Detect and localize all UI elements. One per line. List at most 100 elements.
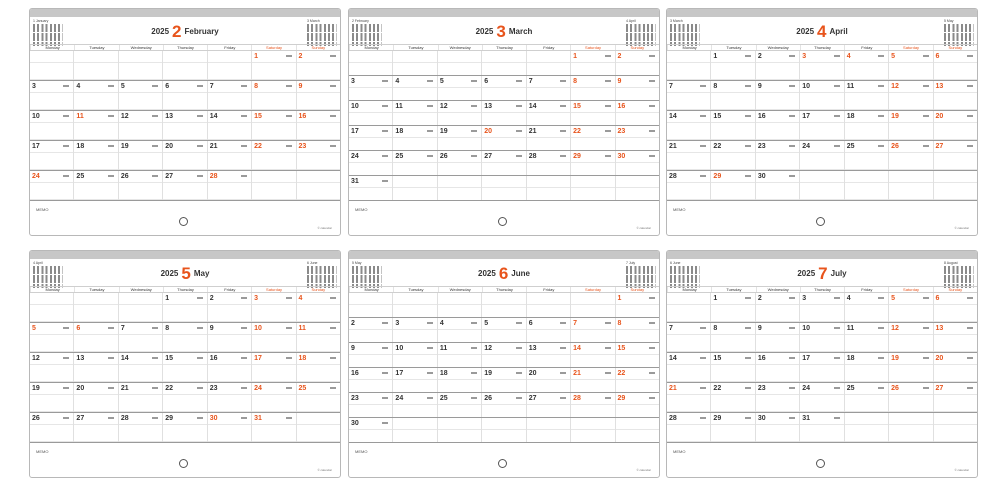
day-cell[interactable]: 14 bbox=[667, 353, 710, 382]
day-cell[interactable] bbox=[117, 51, 162, 80]
day-cell[interactable]: 10 bbox=[251, 323, 295, 352]
day-cell[interactable]: 9 bbox=[295, 81, 340, 110]
day-cell[interactable]: 26 bbox=[436, 151, 481, 175]
day-cell[interactable]: 13 bbox=[932, 323, 977, 352]
day-cell[interactable]: 3 bbox=[251, 293, 295, 322]
day-cell[interactable]: 11 bbox=[843, 81, 888, 110]
day-cell[interactable]: 8 bbox=[710, 81, 754, 110]
day-cell[interactable]: 27 bbox=[162, 171, 206, 200]
day-cell[interactable]: 20 bbox=[525, 368, 570, 392]
day-cell[interactable] bbox=[570, 293, 614, 317]
day-cell[interactable]: 16 bbox=[754, 111, 799, 140]
day-cell[interactable]: 10 bbox=[30, 111, 73, 140]
day-cell[interactable]: 19 bbox=[481, 368, 525, 392]
day-cell[interactable]: 13 bbox=[525, 343, 570, 367]
day-cell[interactable]: 2 bbox=[295, 51, 340, 80]
day-cell[interactable]: 29 bbox=[710, 171, 754, 200]
day-cell[interactable]: 20 bbox=[481, 126, 525, 150]
day-cell[interactable]: 31 bbox=[349, 176, 392, 200]
day-cell[interactable]: 24 bbox=[251, 383, 295, 412]
day-cell[interactable] bbox=[392, 176, 436, 200]
day-cell[interactable]: 28 bbox=[206, 171, 251, 200]
day-cell[interactable] bbox=[481, 51, 525, 75]
day-cell[interactable] bbox=[392, 418, 436, 442]
day-cell[interactable] bbox=[525, 293, 570, 317]
day-cell[interactable]: 1 bbox=[162, 293, 206, 322]
day-cell[interactable]: 6 bbox=[932, 51, 977, 80]
day-cell[interactable]: 24 bbox=[799, 383, 843, 412]
day-cell[interactable]: 4 bbox=[295, 293, 340, 322]
day-cell[interactable] bbox=[525, 51, 570, 75]
day-cell[interactable] bbox=[570, 176, 614, 200]
day-cell[interactable]: 16 bbox=[754, 353, 799, 382]
day-cell[interactable]: 16 bbox=[614, 101, 659, 125]
day-cell[interactable]: 19 bbox=[888, 111, 932, 140]
day-cell[interactable]: 22 bbox=[570, 126, 614, 150]
day-cell[interactable] bbox=[843, 171, 888, 200]
day-cell[interactable]: 5 bbox=[30, 323, 73, 352]
day-cell[interactable]: 8 bbox=[162, 323, 206, 352]
day-cell[interactable]: 26 bbox=[481, 393, 525, 417]
day-cell[interactable] bbox=[932, 171, 977, 200]
day-cell[interactable]: 13 bbox=[73, 353, 117, 382]
day-cell[interactable]: 2 bbox=[754, 293, 799, 322]
day-cell[interactable] bbox=[117, 293, 162, 322]
day-cell[interactable]: 10 bbox=[392, 343, 436, 367]
day-cell[interactable]: 25 bbox=[843, 383, 888, 412]
day-cell[interactable]: 9 bbox=[614, 76, 659, 100]
day-cell[interactable] bbox=[162, 51, 206, 80]
day-cell[interactable]: 18 bbox=[843, 111, 888, 140]
day-cell[interactable]: 7 bbox=[667, 81, 710, 110]
day-cell[interactable]: 2 bbox=[614, 51, 659, 75]
day-cell[interactable]: 2 bbox=[206, 293, 251, 322]
day-cell[interactable]: 6 bbox=[525, 318, 570, 342]
day-cell[interactable] bbox=[843, 413, 888, 442]
day-cell[interactable]: 27 bbox=[73, 413, 117, 442]
day-cell[interactable]: 15 bbox=[162, 353, 206, 382]
day-cell[interactable]: 10 bbox=[799, 323, 843, 352]
day-cell[interactable] bbox=[570, 418, 614, 442]
day-cell[interactable]: 12 bbox=[30, 353, 73, 382]
day-cell[interactable]: 21 bbox=[206, 141, 251, 170]
day-cell[interactable]: 9 bbox=[754, 323, 799, 352]
day-cell[interactable]: 17 bbox=[349, 126, 392, 150]
day-cell[interactable]: 16 bbox=[295, 111, 340, 140]
day-cell[interactable]: 25 bbox=[295, 383, 340, 412]
day-cell[interactable]: 20 bbox=[932, 111, 977, 140]
day-cell[interactable]: 29 bbox=[570, 151, 614, 175]
day-cell[interactable]: 1 bbox=[710, 293, 754, 322]
day-cell[interactable]: 23 bbox=[295, 141, 340, 170]
day-cell[interactable]: 29 bbox=[614, 393, 659, 417]
day-cell[interactable]: 12 bbox=[888, 81, 932, 110]
day-cell[interactable] bbox=[614, 418, 659, 442]
day-cell[interactable]: 24 bbox=[392, 393, 436, 417]
day-cell[interactable]: 31 bbox=[799, 413, 843, 442]
day-cell[interactable]: 24 bbox=[30, 171, 73, 200]
day-cell[interactable]: 9 bbox=[754, 81, 799, 110]
day-cell[interactable] bbox=[932, 413, 977, 442]
day-cell[interactable]: 9 bbox=[206, 323, 251, 352]
day-cell[interactable] bbox=[667, 51, 710, 80]
day-cell[interactable]: 27 bbox=[481, 151, 525, 175]
day-cell[interactable]: 28 bbox=[117, 413, 162, 442]
day-cell[interactable]: 13 bbox=[932, 81, 977, 110]
day-cell[interactable]: 16 bbox=[206, 353, 251, 382]
day-cell[interactable] bbox=[73, 51, 117, 80]
day-cell[interactable] bbox=[73, 293, 117, 322]
day-cell[interactable]: 3 bbox=[799, 51, 843, 80]
day-cell[interactable] bbox=[481, 293, 525, 317]
day-cell[interactable]: 18 bbox=[392, 126, 436, 150]
day-cell[interactable]: 21 bbox=[667, 383, 710, 412]
day-cell[interactable]: 26 bbox=[888, 141, 932, 170]
day-cell[interactable]: 21 bbox=[570, 368, 614, 392]
day-cell[interactable]: 12 bbox=[888, 323, 932, 352]
day-cell[interactable]: 5 bbox=[117, 81, 162, 110]
day-cell[interactable]: 18 bbox=[295, 353, 340, 382]
day-cell[interactable]: 8 bbox=[614, 318, 659, 342]
day-cell[interactable]: 17 bbox=[30, 141, 73, 170]
day-cell[interactable]: 2 bbox=[349, 318, 392, 342]
day-cell[interactable]: 7 bbox=[206, 81, 251, 110]
day-cell[interactable]: 8 bbox=[251, 81, 295, 110]
day-cell[interactable]: 24 bbox=[349, 151, 392, 175]
day-cell[interactable]: 12 bbox=[436, 101, 481, 125]
